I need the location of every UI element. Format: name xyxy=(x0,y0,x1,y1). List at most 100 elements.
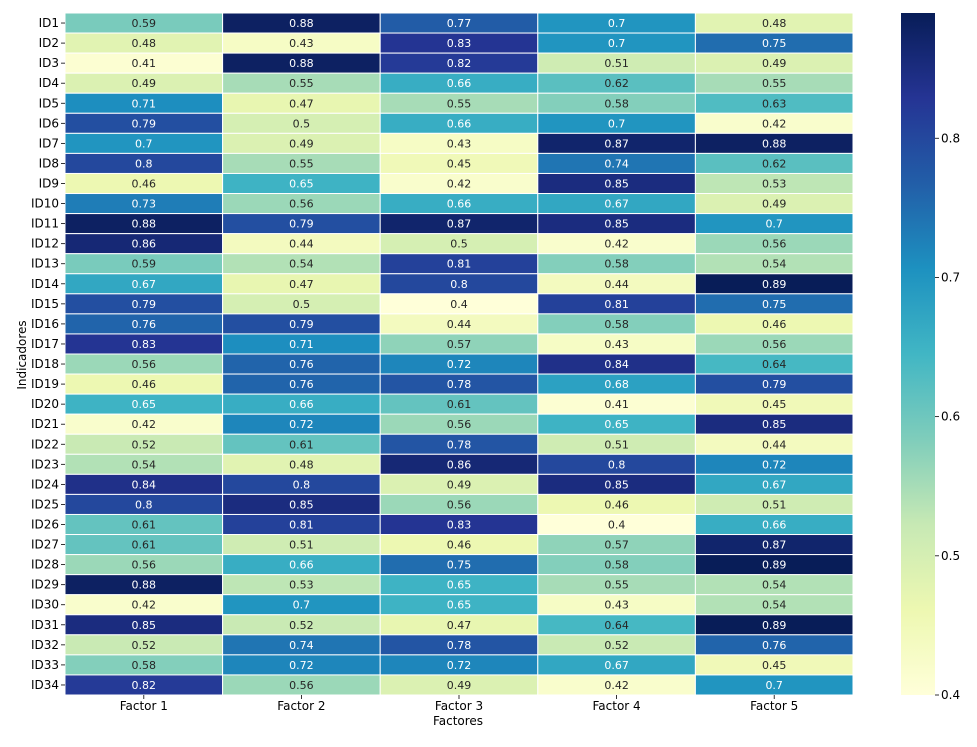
cell-value-label: 0.72 xyxy=(289,418,314,431)
cell-value-label: 0.55 xyxy=(604,579,629,592)
row-tick-label: ID25 xyxy=(31,497,59,511)
cell-value-label: 0.59 xyxy=(132,17,157,30)
column-tick-label: Factor 5 xyxy=(750,699,798,713)
row-tick-label: ID28 xyxy=(31,558,59,572)
cell-value-label: 0.65 xyxy=(447,579,472,592)
row-tick-label: ID2 xyxy=(39,36,59,50)
row-tick-label: ID7 xyxy=(39,136,59,150)
cell-value-label: 0.74 xyxy=(604,157,629,170)
cell-value-label: 0.49 xyxy=(447,478,472,491)
cell-value-label: 0.7 xyxy=(608,37,626,50)
cell-value-label: 0.48 xyxy=(132,37,157,50)
cell-value-label: 0.51 xyxy=(604,57,629,70)
row-tick-label: ID18 xyxy=(31,357,59,371)
colorbar-tick-label: 0.6 xyxy=(941,410,960,424)
colorbar-tick-label: 0.8 xyxy=(941,131,960,145)
cell-value-label: 0.49 xyxy=(762,198,787,211)
row-tick-label: ID32 xyxy=(31,638,59,652)
row-tick-label: ID33 xyxy=(31,658,59,672)
row-tick-label: ID13 xyxy=(31,257,59,271)
column-tick-label: Factor 3 xyxy=(435,699,483,713)
row-tick-label: ID26 xyxy=(31,518,59,532)
cell-value-label: 0.47 xyxy=(447,619,472,632)
cell-value-label: 0.79 xyxy=(762,378,787,391)
cell-value-label: 0.44 xyxy=(762,438,787,451)
cell-value-label: 0.45 xyxy=(762,398,787,411)
cell-value-label: 0.57 xyxy=(447,338,472,351)
cell-value-label: 0.54 xyxy=(762,258,787,271)
cell-value-label: 0.67 xyxy=(132,278,157,291)
row-tick-label: ID34 xyxy=(31,678,59,692)
cell-value-label: 0.67 xyxy=(604,198,629,211)
cell-value-label: 0.48 xyxy=(289,458,314,471)
cell-value-label: 0.8 xyxy=(450,278,468,291)
row-tick-label: ID3 xyxy=(39,56,59,70)
cell-value-label: 0.65 xyxy=(447,599,472,612)
cell-value-label: 0.87 xyxy=(604,137,629,150)
cell-value-label: 0.46 xyxy=(447,539,472,552)
cell-value-label: 0.61 xyxy=(289,438,314,451)
cell-value-label: 0.79 xyxy=(132,117,157,130)
cell-value-label: 0.66 xyxy=(447,77,472,90)
cell-value-label: 0.58 xyxy=(604,97,629,110)
cell-value-label: 0.64 xyxy=(604,619,629,632)
colorbar-tick-label: 0.5 xyxy=(941,549,960,563)
cell-value-label: 0.84 xyxy=(604,358,629,371)
cell-value-label: 0.5 xyxy=(450,238,468,251)
cell-value-label: 0.53 xyxy=(289,579,314,592)
cell-value-label: 0.79 xyxy=(289,318,314,331)
cell-value-label: 0.54 xyxy=(289,258,314,271)
cell-value-label: 0.85 xyxy=(604,218,629,231)
cell-value-label: 0.51 xyxy=(289,539,314,552)
cell-value-label: 0.42 xyxy=(132,418,157,431)
cell-value-label: 0.86 xyxy=(132,238,157,251)
cell-value-label: 0.56 xyxy=(132,559,157,572)
cell-value-label: 0.52 xyxy=(289,619,314,632)
cell-value-label: 0.49 xyxy=(289,137,314,150)
column-tick-labels: Factor 1 Factor 2 Factor 3 Factor 4 Factor 5 xyxy=(120,695,798,713)
row-tick-label: ID17 xyxy=(31,337,59,351)
cell-value-label: 0.78 xyxy=(447,438,472,451)
row-tick-label: ID24 xyxy=(31,477,59,491)
cell-value-label: 0.85 xyxy=(762,418,787,431)
cell-value-label: 0.7 xyxy=(293,599,311,612)
y-axis-label: Indicadores xyxy=(15,320,29,389)
cell-value-label: 0.54 xyxy=(762,579,787,592)
cell-value-label: 0.65 xyxy=(289,178,314,191)
column-tick-label: Factor 2 xyxy=(277,699,325,713)
cell-value-label: 0.44 xyxy=(447,318,472,331)
cell-value-label: 0.79 xyxy=(289,218,314,231)
cell-value-label: 0.78 xyxy=(447,378,472,391)
cell-value-label: 0.63 xyxy=(762,97,787,110)
cell-value-label: 0.87 xyxy=(447,218,472,231)
cell-value-label: 0.82 xyxy=(447,57,472,70)
cell-value-label: 0.47 xyxy=(289,97,314,110)
cell-value-label: 0.42 xyxy=(762,117,787,130)
cell-value-label: 0.87 xyxy=(762,539,787,552)
cell-value-label: 0.68 xyxy=(604,378,629,391)
cell-value-label: 0.45 xyxy=(447,157,472,170)
row-tick-label: ID29 xyxy=(31,578,59,592)
cell-value-label: 0.44 xyxy=(289,238,314,251)
cell-value-label: 0.77 xyxy=(447,17,472,30)
cell-value-label: 0.72 xyxy=(762,458,787,471)
cell-value-label: 0.58 xyxy=(604,318,629,331)
cell-value-label: 0.64 xyxy=(762,358,787,371)
cell-value-label: 0.7 xyxy=(765,218,783,231)
cell-value-label: 0.81 xyxy=(604,298,629,311)
row-tick-label: ID9 xyxy=(39,177,59,191)
colorbar-ticks: 0.4 0.5 0.6 0.7 0.8 xyxy=(935,131,960,702)
row-tick-label: ID11 xyxy=(31,217,59,231)
cell-value-label: 0.54 xyxy=(132,458,157,471)
cell-value-label: 0.83 xyxy=(132,338,157,351)
cell-value-label: 0.43 xyxy=(604,338,629,351)
row-tick-label: ID8 xyxy=(39,156,59,170)
cell-value-label: 0.72 xyxy=(289,659,314,672)
row-tick-label: ID4 xyxy=(39,76,59,90)
cell-value-label: 0.52 xyxy=(604,639,629,652)
cell-value-label: 0.75 xyxy=(447,559,472,572)
row-tick-label: ID1 xyxy=(39,16,59,30)
cell-value-label: 0.75 xyxy=(762,298,787,311)
cell-value-label: 0.67 xyxy=(604,659,629,672)
cell-value-label: 0.49 xyxy=(132,77,157,90)
